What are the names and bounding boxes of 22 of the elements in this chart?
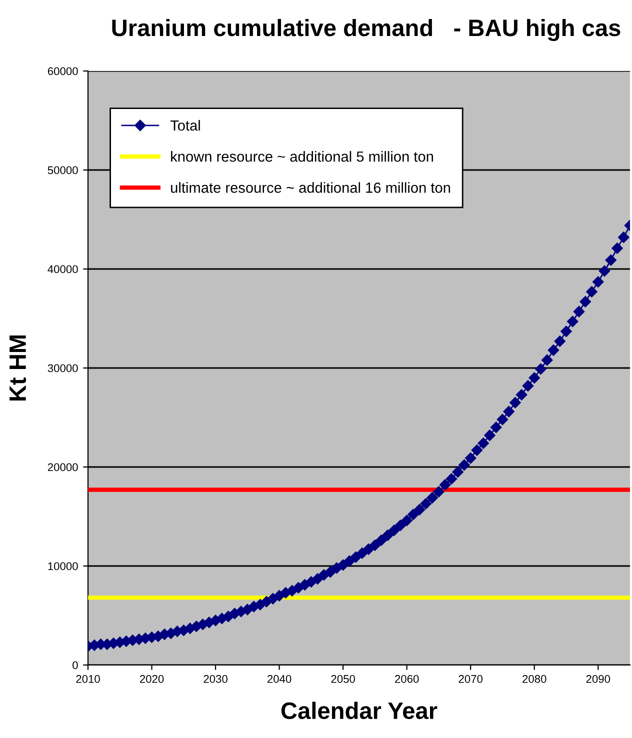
y-tick-label: 30000 [48,364,78,372]
y-tick-label: 40000 [48,265,78,274]
y-tick-label: 0 [72,661,78,670]
x-tick-label: 2010 [76,675,100,683]
x-axis-title: Calendar Year [281,702,438,720]
y-tick-label: 50000 [48,166,78,174]
x-tick-label: 2040 [267,675,292,683]
legend-label: Total [170,120,200,131]
x-tick-label: 2090 [586,675,610,683]
legend-label: ultimate resource ~ additional 16 million ton [171,182,450,193]
x-tick-label: 2020 [140,675,164,683]
y-tick-label: 20000 [48,463,78,472]
legend-label: known resource ~ additional 5 million ton [171,151,434,162]
chart-title: Uranium cumulative demand - BAU high cas [112,18,620,42]
x-tick-label: 2070 [458,675,483,683]
x-tick-label: 2080 [522,675,546,683]
x-tick-label: 2060 [395,675,419,683]
y-tick-label: 60000 [48,67,78,76]
x-tick-label: 2050 [331,675,355,683]
x-tick-label: 2030 [204,675,228,683]
y-axis-title: Kt HM [10,335,26,401]
y-tick-label: 10000 [48,562,78,570]
